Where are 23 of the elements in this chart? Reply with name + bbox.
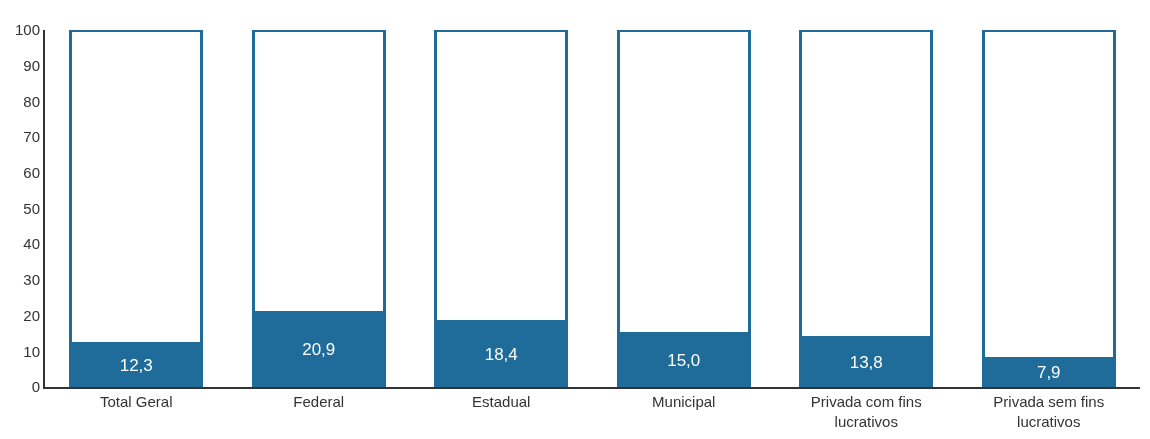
- x-tick-label: Municipal: [652, 393, 716, 410]
- y-tick-label: 100: [14, 21, 40, 39]
- y-tick-label: 80: [23, 92, 40, 110]
- data-label: 15,0: [667, 350, 701, 370]
- x-tick-label: Privada com fins lucrativos: [810, 393, 922, 430]
- y-tick-label: 0: [31, 378, 40, 396]
- y-tick-label: 50: [23, 199, 40, 217]
- data-label: 20,9: [302, 340, 336, 360]
- y-tick-label: 10: [23, 342, 40, 360]
- x-tick-label: Federal: [293, 393, 345, 410]
- data-label: 12,3: [119, 355, 153, 375]
- x-tick-label: Total Geral: [99, 393, 173, 410]
- data-label: 13,8: [849, 352, 883, 372]
- y-tick-label: 60: [23, 164, 40, 182]
- x-tick-label: Estadual: [472, 393, 531, 410]
- x-tick-label: Privada sem fins lucrativos: [993, 393, 1105, 430]
- y-tick-label: 20: [23, 306, 40, 324]
- y-tick-label: 40: [23, 235, 40, 253]
- y-tick-label: 30: [23, 271, 40, 289]
- data-label: 18,4: [484, 344, 518, 364]
- y-tick-label: 90: [23, 56, 40, 74]
- data-label: 7,9: [1036, 363, 1061, 383]
- y-tick-label: 70: [23, 128, 40, 146]
